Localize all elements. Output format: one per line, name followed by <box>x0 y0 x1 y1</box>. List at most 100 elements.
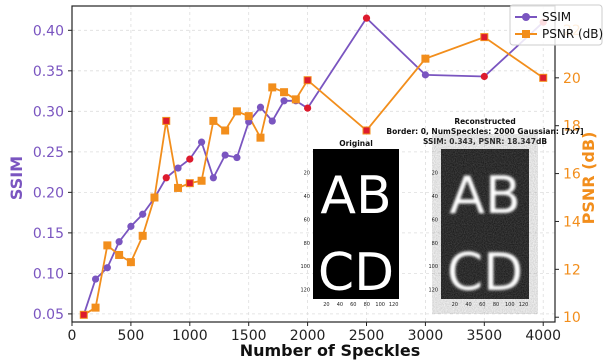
right-tick-label: 12 <box>563 262 581 278</box>
left-tick-label: 0.30 <box>33 104 64 120</box>
inset-y-tick-label: 20 <box>304 170 310 176</box>
ssim-point <box>268 117 276 125</box>
inset-x-tick-label: 80 <box>364 302 370 308</box>
legend-psnr-label: PSNR (dB) <box>542 27 603 41</box>
left-tick-label: 0.20 <box>33 185 64 201</box>
reconstructed-letters-bottom: CD <box>447 243 523 303</box>
ssim-point <box>362 14 371 22</box>
ssim-point <box>209 174 217 182</box>
psnr-point <box>91 303 100 312</box>
left-tick-label: 0.25 <box>33 145 64 161</box>
original-letters-bottom: CD <box>318 243 394 303</box>
ssim-point <box>127 222 135 230</box>
inset-y-tick-label: 40 <box>432 194 438 200</box>
original-y-ticks: 20 40 60 80 100 120 <box>300 170 310 293</box>
x-tick-label: 1500 <box>231 328 267 344</box>
legend-ssim-label: SSIM <box>542 10 571 24</box>
right-tick-label: 10 <box>563 310 581 326</box>
psnr-point <box>539 73 548 82</box>
inset-y-tick-label: 100 <box>300 264 310 270</box>
ssim-point <box>91 275 100 283</box>
ssim-point <box>304 104 312 112</box>
left-axis-label: SSIM <box>7 156 26 200</box>
psnr-point <box>221 126 230 135</box>
psnr-point <box>174 183 183 192</box>
inset-x-tick-label: 100 <box>375 302 385 308</box>
reconstructed-letters-top: AB <box>449 166 520 226</box>
psnr-point <box>162 116 171 125</box>
legend-psnr-marker <box>522 30 530 38</box>
x-tick-label: 2500 <box>349 328 385 344</box>
ssim-point <box>480 72 488 81</box>
x-tick-label: 3000 <box>408 328 444 344</box>
psnr-point <box>268 83 277 92</box>
inset-original-image: Original AB CD 20 40 60 80 100 120 20 40 60 80 10… <box>300 139 399 308</box>
ssim-point <box>103 264 111 272</box>
inset-x-tick-label: 20 <box>323 302 329 308</box>
x-tick-label: 3500 <box>466 328 502 344</box>
psnr-point <box>197 176 206 185</box>
psnr-point <box>256 133 265 142</box>
inset-y-tick-label: 20 <box>432 170 438 176</box>
x-axis-ticks: 0 500 1000 1500 2000 2500 3000 3500 4000 <box>68 322 561 344</box>
ssim-point <box>174 164 182 172</box>
right-tick-label: 16 <box>563 167 581 183</box>
legend: SSIM PSNR (dB) <box>509 4 603 46</box>
left-tick-label: 0.35 <box>33 64 64 80</box>
psnr-point <box>421 54 430 63</box>
ssim-point <box>221 151 229 159</box>
ssim-point <box>421 71 430 79</box>
ssim-point <box>197 138 206 146</box>
legend-ssim-marker <box>522 13 530 21</box>
x-axis-label: Number of Speckles <box>240 341 421 360</box>
left-tick-label: 0.10 <box>33 266 64 282</box>
inset-y-tick-label: 80 <box>432 241 438 247</box>
psnr-point <box>362 126 371 135</box>
ssim-point <box>115 238 123 246</box>
psnr-point <box>280 88 289 97</box>
inset-x-tick-label: 40 <box>465 302 471 308</box>
original-x-ticks: 20 40 60 80 100 120 <box>323 302 398 308</box>
ssim-point <box>280 97 288 105</box>
inset-y-tick-label: 100 <box>428 264 438 270</box>
psnr-point <box>232 107 241 116</box>
inset-y-tick-label: 80 <box>304 241 310 247</box>
inset-x-tick-label: 120 <box>389 302 399 308</box>
x-tick-label: 2000 <box>290 328 326 344</box>
reconstructed-x-ticks: 20 40 60 80 100 120 <box>452 302 529 308</box>
left-tick-label: 0.15 <box>33 226 64 242</box>
inset-y-tick-label: 120 <box>428 288 438 294</box>
ssim-point <box>162 174 170 182</box>
inset-x-tick-label: 120 <box>519 302 529 308</box>
inset-original-title: Original <box>339 139 373 148</box>
inset-reconstructed-title-2: Border: 0, NumSpeckles: 2000 Gaussian: [… <box>386 127 583 136</box>
inset-x-tick-label: 60 <box>350 302 356 308</box>
inset-reconstructed-title-3: SSIM: 0.343, PSNR: 18.347dB <box>423 137 547 146</box>
right-tick-label: 18 <box>563 119 581 135</box>
left-axis-ticks: 0.05 0.10 0.15 0.20 0.25 0.30 0.35 0.40 <box>33 23 72 323</box>
inset-reconstructed-title-1: Reconstructed <box>454 117 515 126</box>
inset-x-tick-label: 20 <box>452 302 458 308</box>
x-tick-label: 4000 <box>525 328 561 344</box>
psnr-point <box>303 76 312 85</box>
ssim-point <box>186 155 194 163</box>
psnr-point <box>244 112 253 121</box>
inset-x-tick-label: 80 <box>493 302 499 308</box>
psnr-point <box>115 250 124 259</box>
right-axis-label: PSNR (dB) <box>579 132 598 225</box>
inset-y-tick-label: 60 <box>304 217 310 223</box>
psnr-point <box>79 310 88 319</box>
psnr-point <box>291 95 300 104</box>
x-tick-label: 1000 <box>172 328 208 344</box>
ssim-point <box>233 153 241 162</box>
x-tick-label: 500 <box>118 328 145 344</box>
inset-y-tick-label: 60 <box>432 217 438 223</box>
inset-reconstructed-image: Reconstructed Border: 0, NumSpeckles: 20… <box>386 117 583 308</box>
psnr-point <box>103 241 112 250</box>
psnr-point <box>185 179 194 188</box>
psnr-point <box>480 33 489 42</box>
psnr-point <box>138 231 147 240</box>
inset-x-tick-label: 60 <box>479 302 485 308</box>
psnr-point <box>150 193 159 202</box>
